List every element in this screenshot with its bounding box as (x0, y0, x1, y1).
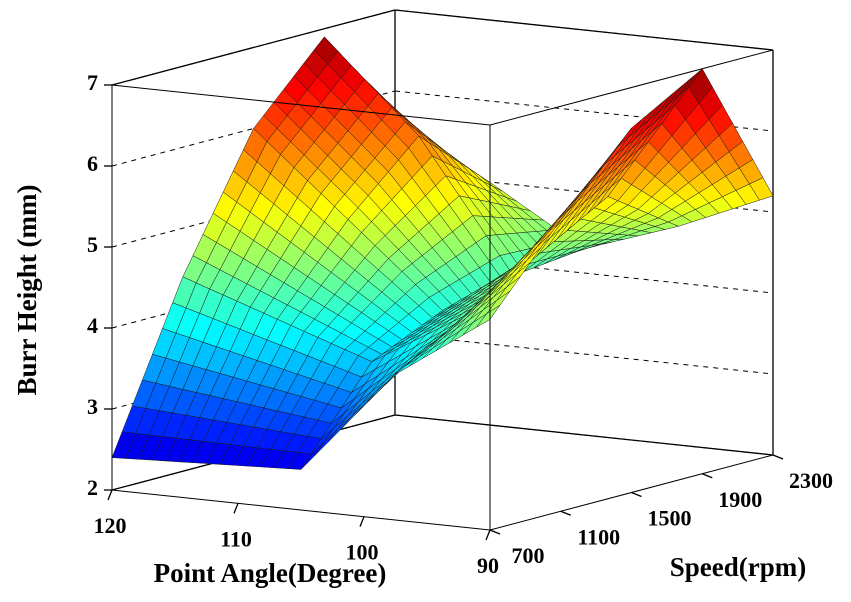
x-tick-label: 120 (94, 513, 127, 538)
z-axis-label: Burr Height (mm) (12, 185, 42, 396)
y-tick-label: 1900 (718, 487, 762, 512)
grid-line (111, 414, 396, 491)
y-tick (631, 491, 642, 498)
box-edge (489, 49, 774, 126)
grid-line (111, 9, 396, 86)
x-axis-label: Point Angle(Degree) (154, 558, 387, 588)
z-tick-label: 2 (87, 475, 98, 500)
y-tick-label: 2300 (789, 468, 833, 493)
x-tick (485, 529, 491, 541)
x-tick (107, 489, 113, 501)
z-tick-label: 5 (87, 232, 98, 257)
y-tick (560, 510, 571, 516)
y-tick-label: 1100 (577, 524, 620, 549)
x-tick (359, 516, 365, 527)
box-edge (111, 84, 491, 126)
y-tick (772, 454, 784, 460)
grid-line (394, 333, 774, 375)
z-tick-label: 6 (87, 151, 98, 176)
z-tick-label: 7 (87, 70, 98, 95)
grid-line (394, 9, 774, 51)
grid-line (394, 414, 774, 456)
x-tick-label: 110 (220, 526, 252, 551)
y-tick (702, 473, 713, 479)
box-edge (489, 454, 774, 531)
y-tick-label: 700 (512, 543, 545, 568)
x-tick-label: 100 (346, 540, 379, 565)
box-edge (111, 489, 491, 531)
grid-line (394, 90, 774, 132)
x-tick-label: 90 (477, 553, 499, 578)
y-tick-label: 1500 (648, 506, 692, 531)
x-tick (233, 503, 239, 514)
z-tick-label: 4 (87, 313, 98, 338)
y-tick (489, 529, 501, 535)
y-axis-label: Speed(rpm) (670, 552, 807, 582)
z-tick-label: 3 (87, 394, 98, 419)
surface-patch (476, 304, 501, 328)
